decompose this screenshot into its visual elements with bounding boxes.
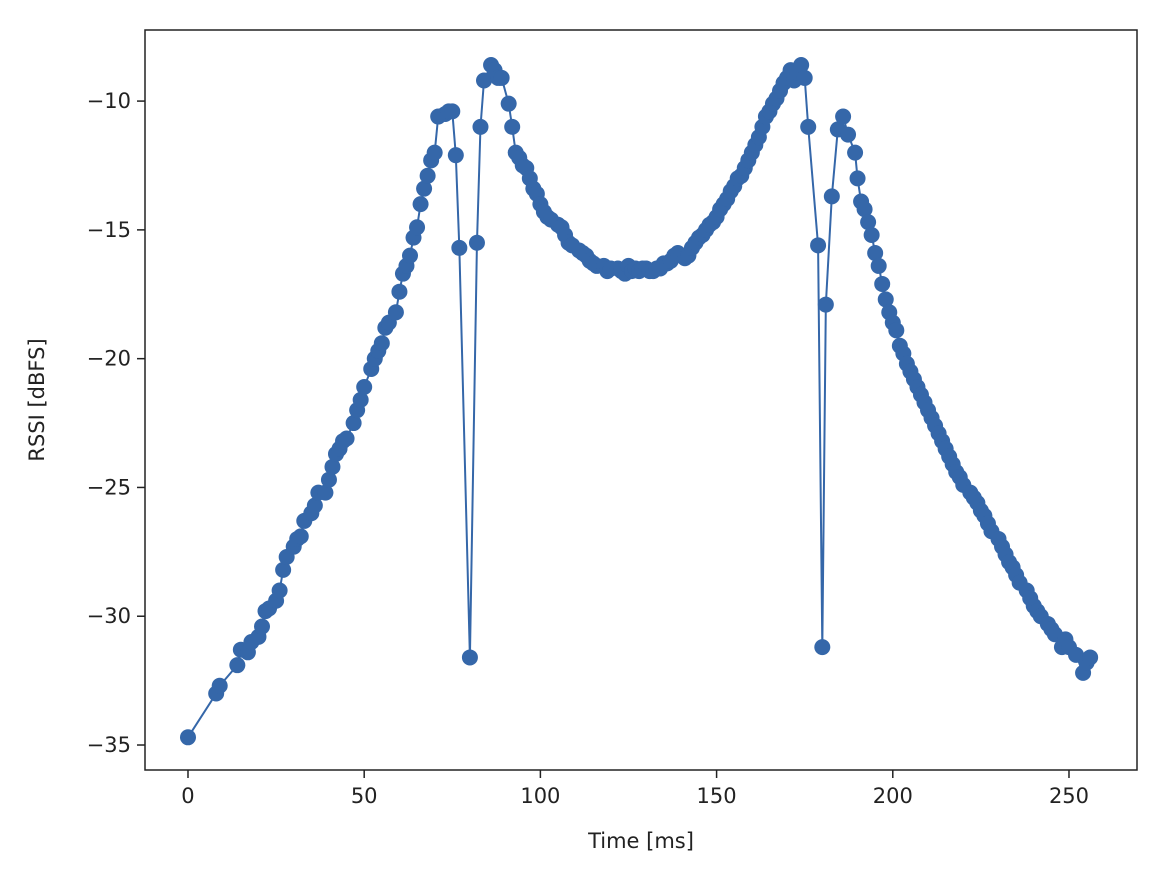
data-point [387,304,404,321]
data-point [461,649,478,666]
data-point [271,582,288,599]
data-point [211,677,228,694]
data-point [275,561,292,578]
data-point [391,283,408,300]
data-point [877,291,894,308]
x-tick-label: 250 [1049,784,1089,808]
data-point [860,214,877,231]
data-point [472,118,489,135]
data-point [426,144,443,161]
data-point [447,147,464,164]
y-tick-label: −35 [87,733,131,757]
x-axis-label: Time [ms] [587,829,694,853]
data-point [870,257,887,274]
x-tick-label: 150 [697,784,737,808]
y-tick-label: −25 [87,475,131,499]
x-tick-label: 100 [520,784,560,808]
data-point [793,57,810,74]
y-tick-label: −20 [87,347,131,371]
data-point [444,103,461,120]
data-point [412,196,429,213]
y-tick-label: −15 [87,218,131,242]
x-tick-label: 50 [351,784,378,808]
x-tick-label: 0 [181,784,194,808]
data-point [867,245,884,262]
data-point [1082,649,1099,666]
data-point [504,118,521,135]
data-point [317,484,334,501]
data-point [814,639,831,656]
data-point [253,618,270,635]
data-point [419,167,436,184]
y-tick-label: −30 [87,604,131,628]
data-point [863,227,880,244]
data-point [840,126,857,143]
data-point [874,275,891,292]
y-axis-label: RSSI [dBFS] [25,338,49,461]
data-point [817,296,834,313]
data-point [810,237,827,254]
data-point [856,201,873,218]
plot-frame [144,29,1138,771]
data-point [451,239,468,256]
data-point [352,391,369,408]
data-point [847,144,864,161]
data-point [338,430,355,447]
data-point [796,69,813,86]
data-point [292,528,309,545]
data-point [500,95,517,112]
data-point [468,234,485,251]
data-point [493,69,510,86]
data-point [324,458,341,475]
y-tick-label: −10 [87,89,131,113]
data-point [835,108,852,125]
data-point [416,180,433,197]
data-point [229,657,246,674]
data-point [356,378,373,395]
data-point [888,322,905,339]
data-point [823,188,840,205]
data-point [306,497,323,514]
data-point [409,219,426,236]
data-point [345,415,362,432]
data-point [320,471,337,488]
data-point [402,247,419,264]
data-point [849,170,866,187]
x-tick-label: 200 [873,784,913,808]
data-point [373,335,390,352]
data-point [800,118,817,135]
data-point [179,729,196,746]
data-point [476,72,493,89]
